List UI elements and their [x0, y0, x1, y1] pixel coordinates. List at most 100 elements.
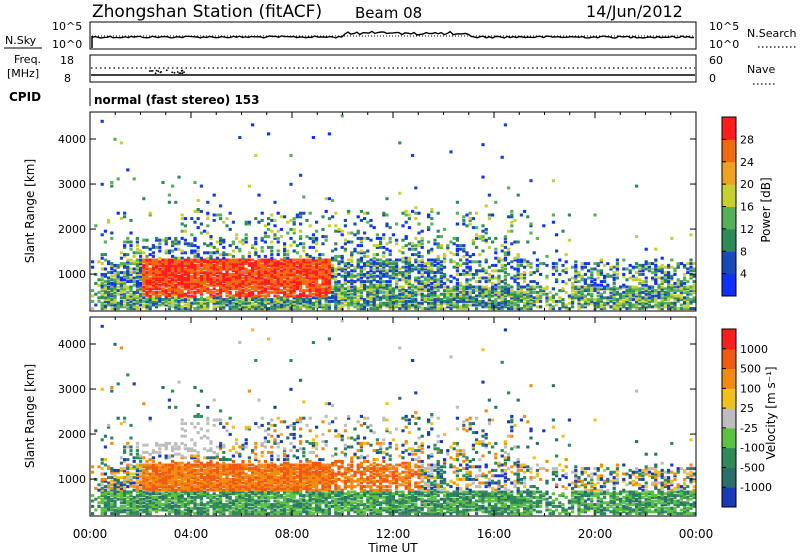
velocity-cell — [151, 477, 155, 481]
velocity-cell — [171, 454, 175, 458]
velocity-cell — [94, 486, 98, 490]
power-cell — [299, 254, 303, 258]
velocity-cell — [193, 495, 197, 499]
power-cell — [516, 298, 520, 302]
power-cell — [334, 298, 338, 302]
velocity-cell — [103, 479, 107, 483]
power-cell — [180, 292, 184, 296]
power-cell — [375, 298, 379, 302]
power-cell — [407, 265, 411, 269]
power-cell — [103, 307, 107, 311]
power-cell — [299, 296, 303, 300]
power-cell — [305, 294, 309, 298]
power-cell — [510, 294, 514, 298]
power-cell — [683, 272, 687, 276]
velocity-cell — [151, 465, 155, 469]
power-cell — [417, 301, 421, 305]
power-cell — [238, 290, 242, 294]
velocity-cell — [158, 474, 162, 478]
power-cell — [145, 263, 149, 267]
power-cell — [452, 253, 456, 257]
velocity-cell — [110, 472, 114, 476]
power-cell — [407, 283, 411, 287]
power-cell — [372, 276, 376, 280]
power-cell — [455, 296, 459, 300]
power-cell — [305, 289, 309, 293]
power-cell — [571, 305, 575, 309]
power-cell — [692, 267, 696, 271]
velocity-cell — [187, 470, 191, 474]
velocity-cell — [107, 425, 111, 429]
power-cell — [225, 260, 229, 264]
power-cell — [187, 298, 191, 302]
power-cell — [497, 276, 501, 280]
power-cell — [308, 287, 312, 291]
power-cell — [276, 265, 280, 269]
power-cell — [110, 231, 114, 235]
power-cell — [337, 292, 341, 296]
velocity-cell — [100, 438, 104, 442]
power-cell — [327, 265, 331, 269]
power-cell — [359, 238, 363, 242]
power-cell — [334, 229, 338, 233]
power-cell — [155, 263, 159, 267]
power-cell — [193, 298, 197, 302]
velocity-cell — [155, 503, 159, 507]
power-cell — [222, 258, 226, 262]
power-cell — [308, 299, 312, 303]
power-cell — [692, 307, 696, 311]
power-cell — [478, 269, 482, 273]
power-cell — [235, 274, 239, 278]
power-cell — [119, 305, 123, 309]
velocity-cell — [155, 485, 159, 489]
power-cell — [148, 258, 152, 262]
power-cell — [212, 301, 216, 305]
power-cell — [663, 272, 667, 276]
power-cell — [161, 280, 165, 284]
power-cell — [132, 294, 136, 298]
power-cell — [567, 238, 571, 242]
power-cell — [257, 296, 261, 300]
power-cell — [225, 274, 229, 278]
power-cell — [343, 290, 347, 294]
power-cell — [478, 280, 482, 284]
power-cell — [254, 262, 258, 266]
power-cell — [199, 271, 203, 275]
power-cell — [129, 218, 133, 222]
velocity-cell — [103, 504, 107, 508]
velocity-cell — [129, 472, 133, 476]
power-cell — [363, 254, 367, 258]
velocity-cell — [148, 501, 152, 505]
power-cell — [324, 303, 328, 307]
power-cell — [532, 296, 536, 300]
power-cell — [545, 254, 549, 258]
power-cell — [305, 307, 309, 311]
power-cell — [289, 258, 293, 262]
nsearch-tick-top: 10^5 — [709, 20, 739, 33]
power-cell — [523, 209, 527, 213]
power-cell — [340, 296, 344, 300]
power-cell — [641, 280, 645, 284]
power-cell — [228, 299, 232, 303]
power-cell — [385, 294, 389, 298]
power-cell — [427, 289, 431, 293]
freq-label: Freq. — [14, 53, 41, 66]
power-cell — [302, 278, 306, 282]
power-cell — [148, 278, 152, 282]
power-cell — [686, 280, 690, 284]
power-cell — [260, 211, 264, 215]
power-cell — [113, 283, 117, 287]
power-cell — [427, 249, 431, 253]
power-cell — [206, 256, 210, 260]
power-cell — [241, 271, 245, 275]
power-cell — [283, 267, 287, 271]
power-cell — [113, 289, 117, 293]
power-cell — [510, 290, 514, 294]
velocity-cell — [161, 485, 165, 489]
power-cell — [123, 211, 127, 215]
power-cell — [267, 276, 271, 280]
velocity-cell — [177, 483, 181, 487]
power-cell — [689, 262, 693, 266]
power-cell — [174, 256, 178, 260]
power-cell — [123, 283, 127, 287]
